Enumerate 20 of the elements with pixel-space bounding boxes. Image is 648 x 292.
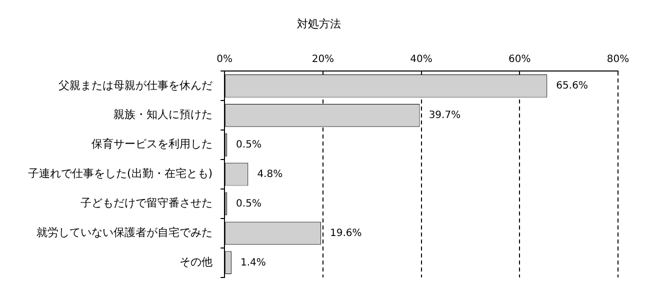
y-tick-label: その他	[180, 256, 213, 269]
data-label: 19.6%	[330, 228, 362, 239]
data-label: 0.5%	[236, 198, 262, 210]
data-label: 39.7%	[428, 110, 461, 121]
data-label: 65.6%	[556, 80, 588, 92]
data-label: 0.5%	[236, 139, 262, 150]
x-tick-label: 20%	[312, 54, 334, 65]
data-label: 4.8%	[257, 168, 283, 180]
data-label: 1.4%	[240, 257, 266, 268]
x-tick-label: 80%	[606, 54, 630, 65]
chart-title: 対処方法	[297, 17, 341, 30]
y-tick-label: 子連れで仕事をした(出勤・在宅とも)	[28, 167, 213, 180]
x-tick-label: 0%	[216, 54, 233, 65]
x-tick-label: 40%	[410, 54, 432, 65]
y-tick-label: 親族・知人に預けた	[114, 108, 213, 122]
y-tick-label: 父親または母親が仕事を休んだ	[58, 78, 213, 92]
x-tick-label: 60%	[508, 54, 531, 65]
y-tick-label: 保育サービスを利用した	[92, 138, 213, 151]
y-tick-label: 子どもだけで留守番させた	[80, 196, 213, 210]
y-tick-label: 就労していない保護者が自宅でみた	[36, 226, 213, 240]
